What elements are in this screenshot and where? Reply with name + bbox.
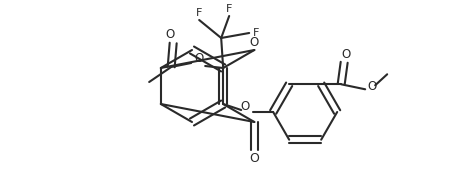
Text: F: F	[253, 28, 260, 38]
Text: F: F	[196, 8, 203, 18]
Text: O: O	[341, 48, 351, 61]
Text: O: O	[250, 151, 260, 164]
Text: O: O	[367, 80, 377, 93]
Text: O: O	[241, 100, 250, 112]
Text: F: F	[226, 4, 232, 14]
Text: O: O	[165, 27, 175, 41]
Text: O: O	[195, 51, 204, 64]
Text: O: O	[250, 36, 259, 49]
